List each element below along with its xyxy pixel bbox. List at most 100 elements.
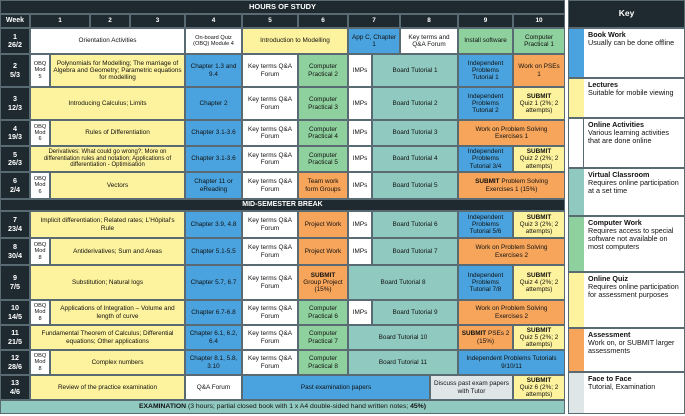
key-terms-qa-forum: Key terms Q&A Forum (242, 238, 298, 265)
col-header-9: 9 (458, 14, 513, 28)
key-swatch (569, 373, 584, 413)
computer-practical-8: Computer Practical 8 (298, 350, 348, 375)
install-software: Install software (458, 28, 513, 54)
key-virtual-classroom: Virtual Classroom Requires online partici… (568, 168, 685, 216)
week-10: 10 14/5 (0, 300, 30, 325)
past-examination-papers: Past examination papers (242, 375, 430, 400)
key-swatch (569, 217, 584, 271)
chapter-6-1-6-2-6-4: Chapter 6.1, 6.2, 6.4 (185, 325, 242, 350)
imps: IMPs (348, 54, 372, 87)
submit-quiz-6: SUBMIT Quiz 6 (2%; 2 attempts) (513, 375, 565, 400)
submit-quiz-2: SUBMIT Quiz 2 (2%; 2 attempts) (513, 146, 565, 172)
week-8: 8 30/4 (0, 238, 30, 265)
col-header-4: 4 (185, 14, 242, 28)
key-item-title: Assessment (588, 330, 631, 339)
col-header-6: 6 (298, 14, 348, 28)
key-item-desc: Suitable for mobile viewing (588, 88, 674, 98)
week-number: 3 (13, 94, 17, 104)
week-date: 28/6 (8, 361, 22, 371)
qa-forum: Q&A Forum (185, 375, 242, 400)
submit-quiz-4: SUBMIT Quiz 4 (2%; 2 attempts) (513, 265, 565, 300)
key-item-desc: Various learning activities that are don… (588, 128, 669, 146)
key-item-title: Face to Face (588, 374, 632, 383)
col-header-3: 3 (130, 14, 185, 28)
key-item-desc: Requires access to special software not … (588, 226, 674, 252)
week-number: 4 (13, 123, 17, 133)
chapter-1-3-9-4: Chapter 1.3 and 9.4 (185, 54, 242, 87)
computer-practical-6: Computer Practical 6 (298, 300, 348, 325)
computer-practical-5: Computer Practical 5 (298, 146, 348, 172)
computer-practical-7: Computer Practical 7 (298, 325, 348, 350)
computer-practical-4: Computer Practical 4 (298, 120, 348, 146)
computer-practical-2: Computer Practical 2 (298, 54, 348, 87)
imps: IMPs (348, 300, 372, 325)
lecture-antiderivatives: Antiderivatives; Sum and Areas (50, 238, 185, 265)
mid-semester-break: MID-SEMESTER BREAK (0, 199, 565, 211)
submit-label: SUBMIT (526, 92, 552, 100)
key-item-desc: Tutorial, Examination (588, 382, 656, 392)
submit-label: SUBMIT (461, 330, 487, 338)
key-computer-work: Computer Work Requires access to special … (568, 216, 685, 272)
week-1: 1 26/2 (0, 28, 30, 54)
lecture-applications-of-integration: Applications of Integration – Volume and… (50, 300, 185, 325)
submit-label: SUBMIT (526, 376, 552, 384)
week-number: 7 (13, 215, 17, 225)
orientation-activities: Orientation Activities (30, 28, 185, 54)
week-date: 19/3 (8, 132, 22, 141)
review-practice-examination: Review of the practice examination (30, 375, 185, 400)
week-number: 10 (11, 303, 19, 313)
week-13: 13 4/6 (0, 375, 30, 400)
lecture-implicit-differentiation: Implicit differentiation; Related rates;… (30, 211, 185, 238)
key-terms-qa-forum: Key terms Q&A Forum (242, 211, 298, 238)
obq-mod-6: OBQ Mod 6 (30, 120, 50, 146)
work-on-pses-1: Work on PSEs 1 (513, 54, 565, 87)
team-work-form-groups: Team work form Groups (298, 172, 348, 199)
week-12: 12 28/6 (0, 350, 30, 375)
week-3: 3 12/3 (0, 87, 30, 120)
hours-of-study-title: HOURS OF STUDY (0, 0, 565, 14)
week-date: 26/3 (8, 158, 22, 167)
obq-mod-8: OBQ Mod 8 (30, 350, 50, 375)
assessment-detail: Group Project (15%) (303, 278, 343, 294)
submit-label: SUBMIT (475, 178, 500, 186)
week-number: 6 (13, 176, 17, 186)
imps: IMPs (348, 87, 372, 120)
key-swatch (569, 119, 584, 167)
submit-quiz-5: SUBMIT Quiz 5 (2%; 2 attempts) (513, 325, 565, 350)
submit-label: SUBMIT (526, 326, 552, 334)
independent-problems-tutorials-9-10-11: Independent Problems Tutorials 9/10/11 (458, 350, 565, 375)
lecture-fundamental-theorem: Fundamental Theorem of Calculus; Differe… (30, 325, 185, 350)
board-tutorial-10: Board Tutorial 10 (348, 325, 458, 350)
obq-mod-8: OBQ Mod 8 (30, 238, 50, 265)
quiz-detail: Quiz 4 (2%; 2 attempts) (519, 278, 559, 294)
introduction-to-modelling: Introduction to Modelling (242, 28, 348, 54)
submit-quiz-3: SUBMIT Quiz 3 (2%; 2 attempts) (513, 211, 565, 238)
imps: IMPs (348, 211, 372, 238)
lecture-rules-of-differentiation: Rules of Differentiation (50, 120, 185, 146)
key-swatch (569, 79, 584, 117)
lecture-vectors: Vectors (50, 172, 185, 199)
submit-label: SUBMIT (526, 213, 552, 221)
obq-mod-6: OBQ Mod 6 (30, 172, 50, 199)
chapter-6-7-6-8: Chapter 6.7-6.8 (185, 300, 242, 325)
independent-problems-tutorial-5-6: Independent Problems Tutorial 5/6 (458, 211, 513, 238)
key-item-title: Online Activities (588, 120, 645, 129)
lecture-polynomials: Polynomials for Modelling; The marriage … (50, 54, 185, 87)
quiz-detail: Quiz 1 (2%; 2 attempts) (519, 99, 559, 115)
board-tutorial-11: Board Tutorial 11 (348, 350, 458, 375)
key-online-quiz: Online Quiz Requires online participation… (568, 272, 685, 328)
project-work: Project Work (298, 211, 348, 238)
imps: IMPs (348, 172, 372, 199)
col-header-1: 1 (30, 14, 90, 28)
quiz-detail: Quiz 2 (2%; 2 attempts) (519, 155, 559, 170)
week-2: 2 5/3 (0, 54, 30, 87)
key-item-title: Lectures (588, 80, 618, 89)
computer-practical-3: Computer Practical 3 (298, 87, 348, 120)
week-number: 9 (13, 273, 17, 283)
week-5: 5 26/3 (0, 146, 30, 172)
key-swatch (569, 273, 584, 327)
board-tutorial-9: Board Tutorial 9 (372, 300, 458, 325)
exam-weight: 45%) (410, 403, 426, 411)
key-face-to-face: Face to Face Tutorial, Examination (568, 372, 685, 414)
chapter-3-1-3-6: Chapter 3.1-3.6 (185, 120, 242, 146)
